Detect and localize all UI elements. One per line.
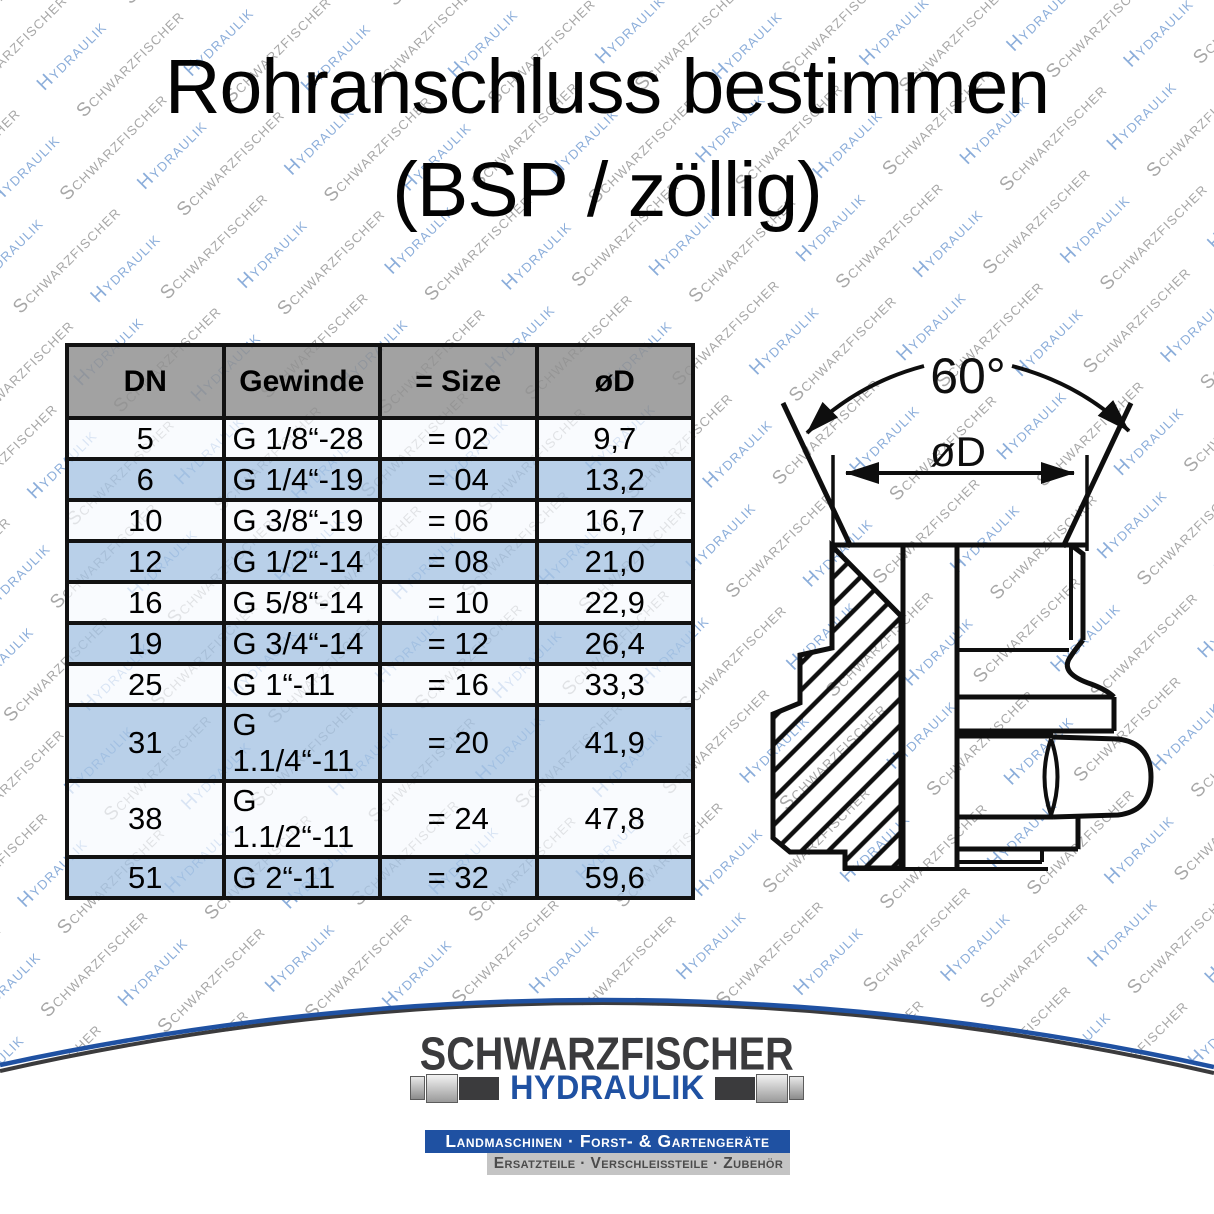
page-subtitle: (BSP / zöllig) (392, 147, 823, 233)
diameter-label: øD (930, 428, 986, 475)
brand-wordmark-text: SCHWARZFISCHER (419, 1028, 795, 1081)
table-cell: = 16 (378, 662, 539, 707)
table-cell: 16 (65, 580, 226, 625)
table-cell: 9,7 (534, 416, 695, 461)
column-header: øD (534, 343, 695, 420)
table-cell: = 08 (378, 539, 539, 584)
hose-graphic-right (715, 1073, 805, 1103)
hose-ferrule-icon (425, 1073, 458, 1103)
footer-arc (0, 997, 1214, 1214)
hose-tube-icon (458, 1076, 499, 1100)
table-cell: 51 (65, 855, 226, 900)
diameter-dimension (831, 455, 1089, 551)
table-cell: 26,4 (534, 621, 695, 666)
angle-arc-right (1011, 364, 1131, 433)
table-row: 16 G 5/8“-14 = 10 22,9 (65, 580, 695, 625)
table-cell: G 5/8“-14 (221, 580, 382, 625)
table-cell: 59,6 (534, 855, 695, 900)
table-cell: G 2“-11 (221, 855, 382, 900)
table-row: 38 G 1.1/2“-11 = 24 47,8 (65, 779, 695, 859)
hose-ferrule-icon (756, 1073, 789, 1103)
column-header: Gewinde (221, 343, 382, 420)
hose-tube-icon (715, 1076, 756, 1100)
table-cell: G 1.1/4“-11 (221, 703, 382, 783)
hose-nut-icon (409, 1076, 425, 1100)
table-cell: = 12 (378, 621, 539, 666)
table-cell: 47,8 (534, 779, 695, 859)
table-row: 12 G 1/2“-14 = 08 21,0 (65, 539, 695, 584)
fitting-details (843, 545, 1073, 871)
table-cell: 38 (65, 779, 226, 859)
table-cell: 22,9 (534, 580, 695, 625)
fitting-technical-drawing: 60° øD (770, 348, 1154, 871)
table-cell: = 04 (378, 457, 539, 502)
page-title-block: Rohranschluss bestimmen (BSP / zöllig) (0, 36, 1214, 242)
hex-cap (1052, 734, 1154, 820)
table-cell: 33,3 (534, 662, 695, 707)
table-cell: 5 (65, 416, 226, 461)
arc-dark (0, 1001, 1214, 1075)
table-cell: = 32 (378, 855, 539, 900)
nut-neck (1064, 638, 1116, 699)
table-cell: G 1/4“-19 (221, 457, 382, 502)
angle-arc-left (805, 364, 925, 435)
brand-hose-row: HYDRAULIK (0, 1069, 1214, 1107)
angle-callout (805, 364, 1131, 435)
table-cell: 21,0 (534, 539, 695, 584)
table-cell: 19 (65, 621, 226, 666)
table-row: 25 G 1“-11 = 16 33,3 (65, 662, 695, 707)
column-header: DN (65, 343, 226, 420)
table-cell: 13,2 (534, 457, 695, 502)
table-cell: 12 (65, 539, 226, 584)
footer-white-mask (0, 1004, 1214, 1214)
table-cell: 25 (65, 662, 226, 707)
hose-nut-icon (789, 1076, 805, 1100)
hex-facet-lens (1042, 738, 1060, 816)
hose-graphic-left (409, 1073, 499, 1103)
table-cell: = 10 (378, 580, 539, 625)
table-cell: = 24 (378, 779, 539, 859)
brand-subtitle: HYDRAULIK (509, 1068, 705, 1107)
table-row: 31 G 1.1/4“-11 = 20 41,9 (65, 703, 695, 783)
cone-flank-lines (780, 401, 1134, 549)
table-cell: G 1/2“-14 (221, 539, 382, 584)
table-row: 10 G 3/8“-19 = 06 16,7 (65, 498, 695, 543)
column-header: = Size (378, 343, 539, 420)
nut-outer-wall (1069, 543, 1086, 640)
table-row: 51 G 2“-11 = 32 59,6 (65, 855, 695, 900)
banner-secondary: Ersatzteile · Verschleißteile · Zubehör (487, 1153, 790, 1175)
angle-label: 60° (930, 348, 1006, 404)
table-row: 19 G 3/4“-14 = 12 26,4 (65, 621, 695, 666)
table-cell: G 1“-11 (221, 662, 382, 707)
table-cell: 10 (65, 498, 226, 543)
page-title: Rohranschluss bestimmen (164, 44, 1050, 130)
sectioned-body-hatched (770, 539, 904, 871)
table-cell: = 06 (378, 498, 539, 543)
fitting-cross-section (770, 539, 1154, 871)
table-cell: = 02 (378, 416, 539, 461)
step-two (957, 849, 1044, 864)
table-cell: G 1.1/2“-11 (221, 779, 382, 859)
arc-blue (0, 997, 1214, 1070)
table-cell: 16,7 (534, 498, 695, 543)
table-cell: G 3/8“-19 (221, 498, 382, 543)
table-cell: G 3/4“-14 (221, 621, 382, 666)
table-cell: 31 (65, 703, 226, 783)
step-one (957, 817, 1081, 852)
table-cell: = 20 (378, 703, 539, 783)
table-cell: 41,9 (534, 703, 695, 783)
banner-primary: Landmaschinen · Forst- & Gartengeräte (425, 1130, 790, 1153)
brand-wordmark: SCHWARZFISCHER (0, 1028, 1214, 1081)
table-cell: 6 (65, 457, 226, 502)
table-header-row: DN Gewinde = Size øD (65, 343, 695, 420)
table-cell: G 1/8“-28 (221, 416, 382, 461)
